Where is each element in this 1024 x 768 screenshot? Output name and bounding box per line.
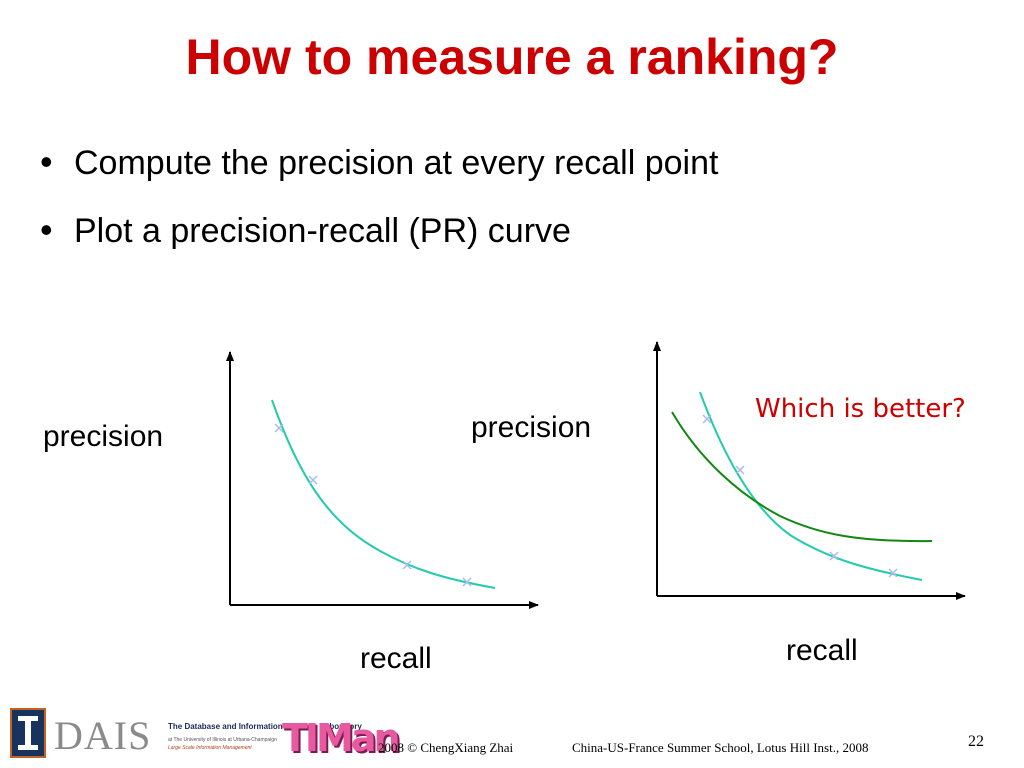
left-ylabel: precision (43, 420, 164, 453)
bullet-dot: • (40, 141, 53, 182)
right-marker-3 (829, 551, 839, 561)
illinois-logo (10, 708, 46, 758)
footer-copyright: 2008 © ChengXiang Zhai (378, 740, 514, 755)
dais-tagline: Large Scale Information Management (168, 745, 252, 751)
page-number: 22 (968, 733, 984, 750)
right-marker-1 (702, 414, 712, 424)
bullet-item-2: • Plot a precision-recall (PR) curve (40, 208, 571, 252)
bullet-text-1: Compute the precision at every recall po… (74, 144, 719, 182)
right-pr-curve-green (671, 411, 933, 543)
which-is-better-annotation: Which is better? (755, 394, 966, 424)
left-marker-1 (274, 423, 284, 433)
left-xlabel: recall (360, 642, 432, 675)
dais-affiliation: at The University of Illinois at Urbana-… (168, 737, 277, 743)
left-pr-curve (271, 399, 496, 589)
bullet-item-1: • Compute the precision at every recall p… (40, 140, 718, 184)
footer-event: China-US-France Summer School, Lotus Hil… (572, 740, 869, 755)
right-ylabel: precision (471, 411, 592, 444)
timan-logo: TIMan (282, 716, 401, 760)
right-xlabel: recall (786, 634, 858, 667)
left-marker-2 (308, 475, 318, 485)
dais-lab-name: The Database and Information Systems Lab… (168, 722, 362, 731)
slide-title: How to measure a ranking? (185, 29, 839, 85)
right-marker-4 (888, 568, 898, 578)
dais-logo: DAIS (54, 713, 152, 758)
left-marker-3 (402, 560, 412, 570)
bullet-dot: • (40, 209, 53, 250)
right-marker-2 (735, 465, 745, 475)
bullet-text-2: Plot a precision-recall (PR) curve (74, 212, 571, 250)
left-marker-4 (462, 577, 472, 587)
right-pr-curve-teal (699, 391, 923, 581)
